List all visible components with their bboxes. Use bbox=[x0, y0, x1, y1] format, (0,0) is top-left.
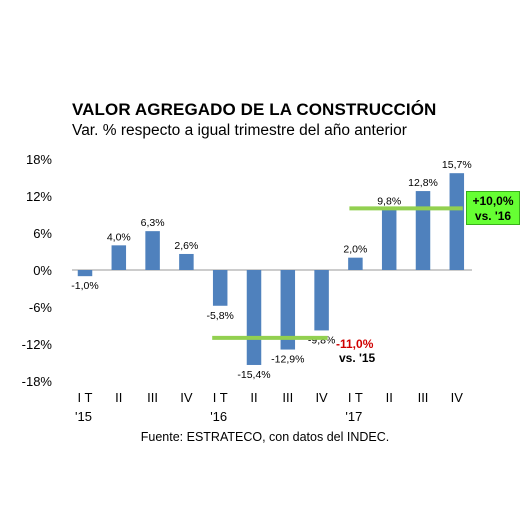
x-tick-label: I T bbox=[78, 390, 93, 405]
callout-value: +10,0% bbox=[472, 194, 514, 208]
y-tick-label: -6% bbox=[29, 300, 53, 315]
data-label: 15,7% bbox=[442, 159, 472, 171]
x-tick-label: II bbox=[386, 390, 393, 405]
bar bbox=[212, 270, 228, 306]
bar bbox=[314, 270, 329, 331]
bar bbox=[415, 191, 431, 270]
bar bbox=[348, 257, 363, 270]
y-tick-label: 12% bbox=[26, 189, 52, 204]
bar bbox=[280, 270, 296, 350]
data-label: -12,9% bbox=[271, 354, 304, 366]
data-labels: -1,0%4,0%6,3%2,6%-5,8%-15,4%-12,9%-9,8%2… bbox=[71, 159, 471, 381]
y-tick-label: -18% bbox=[22, 374, 53, 389]
data-label: 12,8% bbox=[408, 177, 438, 189]
data-label: 6,3% bbox=[141, 217, 165, 229]
bar bbox=[77, 270, 93, 277]
x-tick-label: I T bbox=[348, 390, 363, 405]
x-axis: I T II III IV I T II III IV I T II III IV'15'16'17 bbox=[75, 390, 463, 424]
bar bbox=[449, 173, 465, 270]
x-tick-label: IV bbox=[451, 390, 464, 405]
chart-subtitle: Var. % respecto a igual trimestre del añ… bbox=[72, 122, 407, 139]
average-2016-vs: vs. '15 bbox=[339, 351, 376, 365]
x-tick-label: IV bbox=[180, 390, 193, 405]
bar bbox=[381, 209, 397, 270]
annual-average-lines: -11,0%vs. '15 bbox=[212, 206, 463, 365]
bar bbox=[246, 270, 262, 365]
data-label: 2,0% bbox=[343, 244, 367, 256]
source-note: Fuente: ESTRATECO, con datos del INDEC. bbox=[140, 430, 390, 444]
x-tick-label: II bbox=[115, 390, 122, 405]
data-label: 9,8% bbox=[377, 196, 401, 208]
x-tick-label: I T bbox=[213, 390, 228, 405]
x-tick-label: III bbox=[147, 390, 158, 405]
y-axis: 18% 12% 6% 0% -6% -12% -18% bbox=[22, 152, 53, 389]
average-2016-value: -11,0% bbox=[336, 337, 374, 351]
chart-title: VALOR AGREGADO DE LA CONSTRUCCIÓN bbox=[72, 100, 437, 119]
data-label: -1,0% bbox=[71, 280, 98, 292]
y-tick-label: 6% bbox=[33, 226, 52, 241]
y-tick-label: -12% bbox=[22, 337, 53, 352]
x-tick-label: III bbox=[282, 390, 293, 405]
x-tick-label: III bbox=[418, 390, 429, 405]
x-year-label: '15 bbox=[75, 409, 92, 424]
bar bbox=[145, 231, 160, 270]
x-year-label: '16 bbox=[210, 409, 227, 424]
x-tick-label: II bbox=[250, 390, 257, 405]
callout-2017-average: +10,0% vs. '16 bbox=[466, 191, 520, 225]
bar bbox=[179, 253, 194, 270]
bars bbox=[77, 173, 465, 365]
y-tick-label: 0% bbox=[33, 263, 52, 278]
data-label: -5,8% bbox=[206, 310, 233, 322]
data-label: 4,0% bbox=[107, 231, 131, 243]
callout-vs: vs. '16 bbox=[474, 209, 512, 223]
bar bbox=[111, 245, 127, 270]
x-year-label: '17 bbox=[345, 409, 362, 424]
x-tick-label: IV bbox=[315, 390, 328, 405]
y-tick-label: 18% bbox=[26, 152, 52, 167]
data-label: -15,4% bbox=[237, 369, 270, 381]
data-label: 2,6% bbox=[174, 240, 198, 252]
